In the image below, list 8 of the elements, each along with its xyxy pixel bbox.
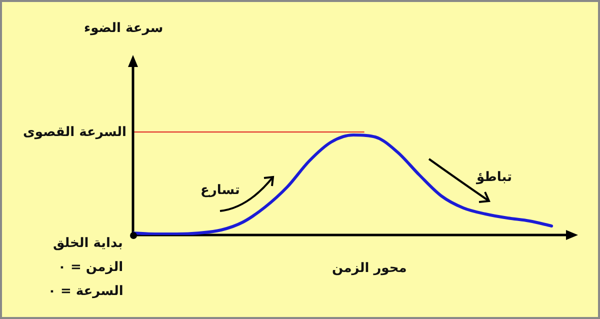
x-axis-title: محور الزمن — [332, 260, 407, 276]
annotation: تسارع — [200, 182, 240, 198]
ref-line-label: السرعة القصوى — [23, 124, 127, 140]
text: سرعة الضوء — [84, 20, 164, 36]
text: السرعة = ٠ — [48, 284, 124, 298]
text: الزمن = ٠ — [58, 260, 124, 274]
annotation: تباطؤ — [476, 170, 512, 184]
text: بداية الخلق — [53, 236, 123, 250]
